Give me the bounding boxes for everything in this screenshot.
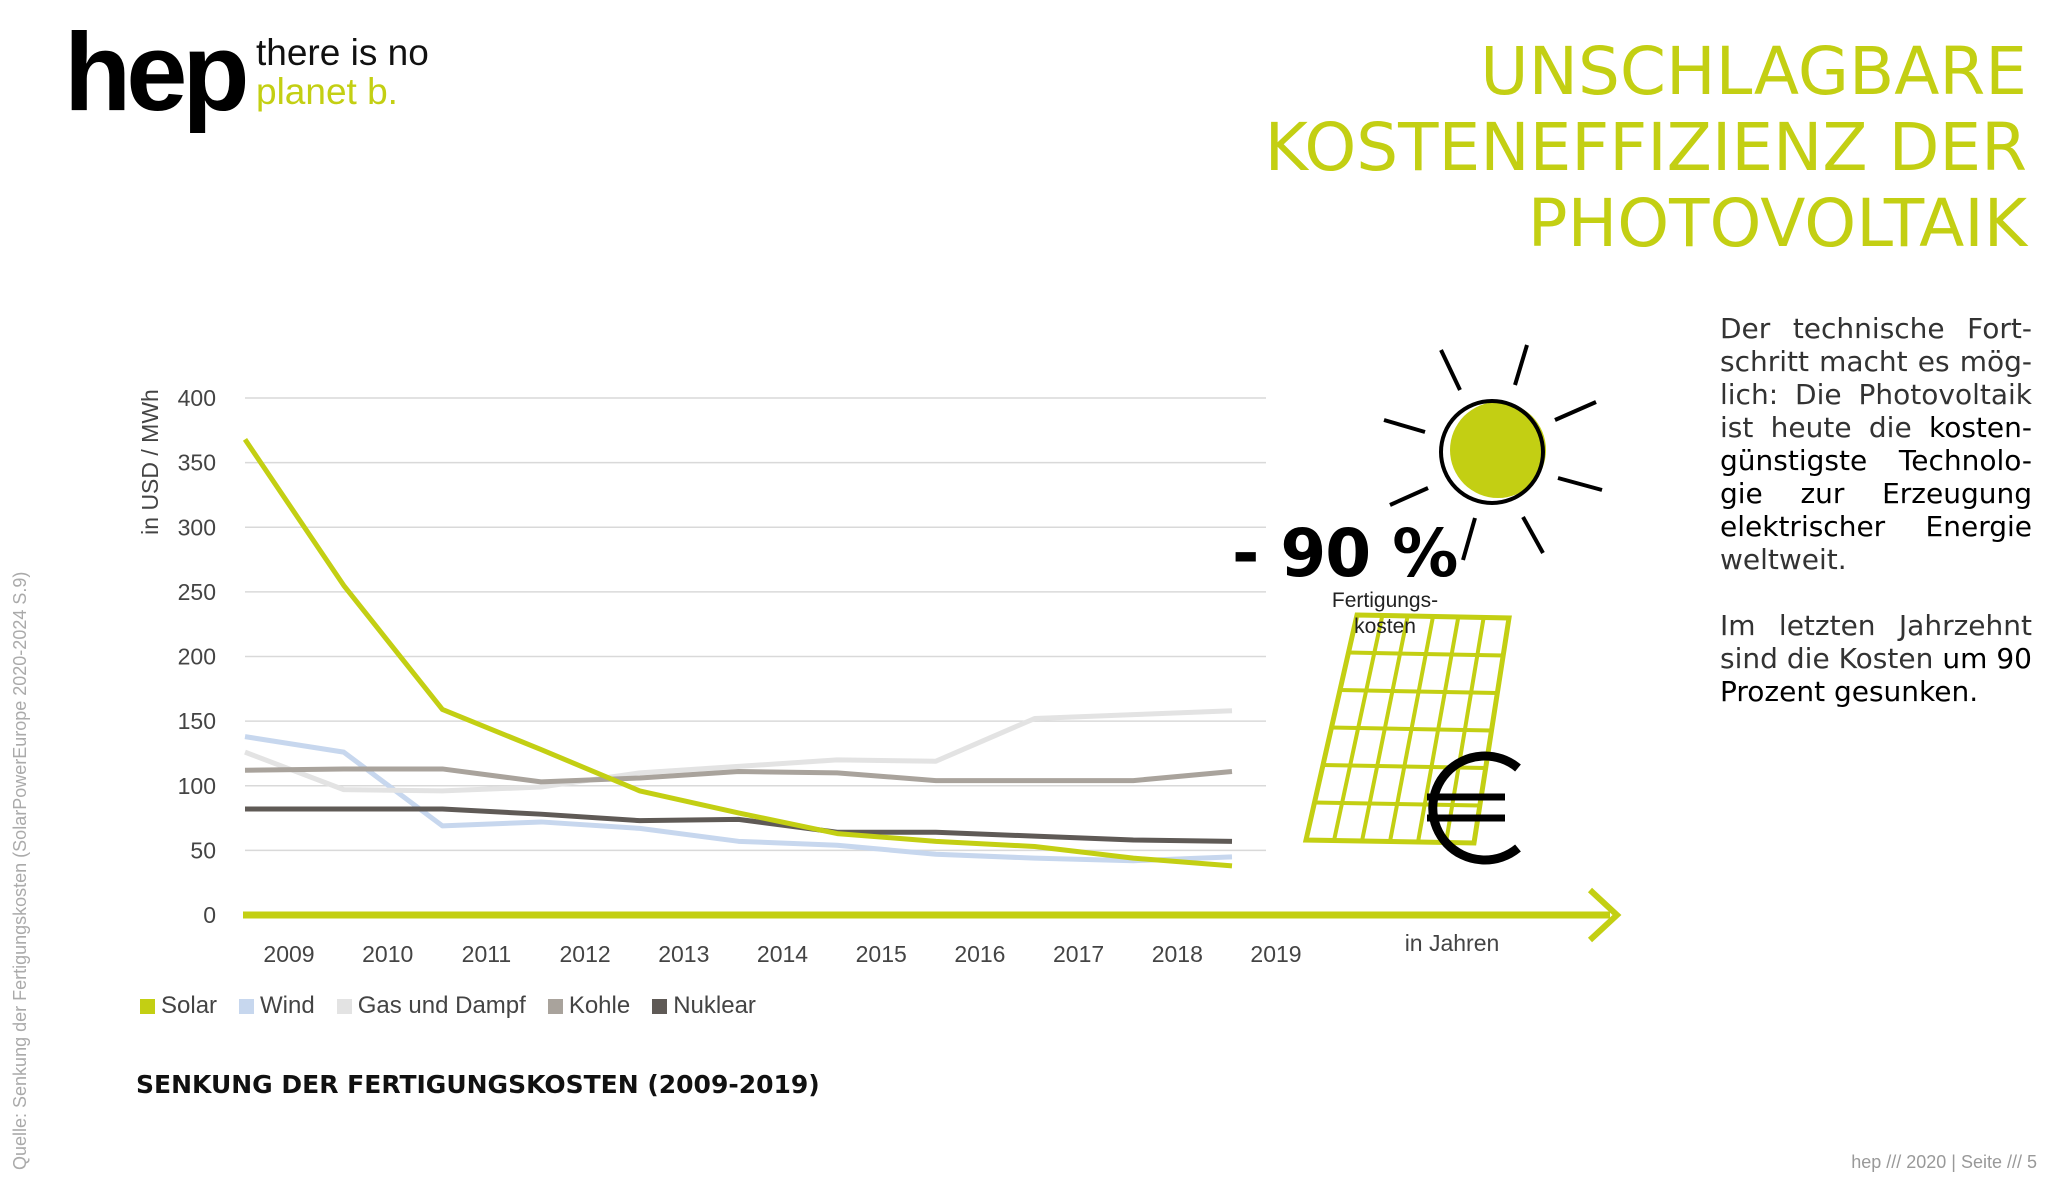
reduction-caption-line-1: Fertigungs- <box>1331 589 1439 612</box>
body-paragraph-2: Im letzten Jahrzehnt sind die Kosten um … <box>1720 609 2032 708</box>
chart-legend: Solar Wind Gas und Dampf Kohle Nuklear <box>140 992 756 1020</box>
body-paragraph-1: Der technische Fort-schritt macht es mög… <box>1720 312 2032 576</box>
y-tick-label: 400 <box>178 385 216 411</box>
solar-panel-icon <box>1302 612 1512 846</box>
legend-swatch <box>547 998 563 1014</box>
page-footer: hep /// 2020 | Seite /// 5 <box>1851 1152 2037 1172</box>
tagline-line-1: there is no <box>256 32 429 73</box>
y-tick-label: 100 <box>178 773 216 799</box>
series-line-solar <box>242 437 1233 869</box>
euro-icon <box>1427 751 1521 865</box>
x-tick-label: 2019 <box>1250 941 1301 967</box>
legend-label: Nuklear <box>673 992 756 1019</box>
x-tick-label: 2011 <box>462 941 511 967</box>
x-tick-label: 2016 <box>954 941 1005 967</box>
y-tick-label: 200 <box>178 644 216 670</box>
legend-label: Kohle <box>568 992 631 1019</box>
x-tick-label: 2015 <box>856 941 907 967</box>
reduction-caption: Fertigungs- kosten <box>1300 588 1470 640</box>
legend-swatch <box>336 998 352 1014</box>
body-p1-emphasis: kosten-günstigste Technolo-gie zur Erzeu… <box>1720 411 2032 543</box>
body-p2-emphasis: um 90 Prozent gesunken. <box>1720 642 2032 708</box>
body-p2-text: Im letzten Jahrzehnt sind die Kosten <box>1720 609 2032 675</box>
x-tick-label: 2014 <box>757 941 808 967</box>
legend-item: Solar <box>140 992 217 1020</box>
legend-item: Wind <box>239 992 315 1020</box>
x-axis-label: in Jahren <box>1405 930 1500 956</box>
body-p1-text-2: weltweit. <box>1720 543 1847 576</box>
legend-swatch <box>140 998 155 1014</box>
legend-label: Solar <box>161 992 218 1019</box>
x-axis-arrow <box>243 887 1622 943</box>
y-tick-label: 350 <box>178 450 216 476</box>
y-tick-label: 0 <box>203 902 216 928</box>
chart-title: SENKUNG DER FERTIGUNGSKOSTEN (2009-2019) <box>136 1070 820 1099</box>
logo-hep: hep <box>64 11 250 134</box>
tagline-line-2: planet b. <box>256 70 398 112</box>
series-line-nuklear <box>245 806 1233 844</box>
x-tick-label: 2009 <box>263 941 314 967</box>
series-line-wind <box>244 734 1233 864</box>
headline-line-1: UNSCHLAGBARE <box>1480 33 2027 110</box>
x-axis-ticks: 2009 2010 2011 2012 2013 2014 2015 2016 2017 2018… <box>263 941 1301 967</box>
legend-item: Nuklear <box>652 992 756 1020</box>
y-tick-label: 300 <box>178 514 216 540</box>
legend-swatch <box>239 998 255 1014</box>
headline-line-3: PHOTOVOLTAIK <box>1527 185 2027 262</box>
y-tick-label: 50 <box>190 837 216 863</box>
y-tick-label: 150 <box>178 708 216 734</box>
legend-item: Gas und Dampf <box>336 992 526 1020</box>
x-tick-label: 2012 <box>560 941 611 967</box>
legend-swatch <box>652 998 668 1014</box>
y-axis-label: in USD / MWh <box>137 389 163 535</box>
reduction-percentage: - 90 % <box>1232 515 1458 592</box>
x-tick-label: 2013 <box>658 941 709 967</box>
sun-icon <box>1383 344 1603 561</box>
series-line-gas-und-dampf <box>244 708 1233 794</box>
x-tick-label: 2017 <box>1053 941 1104 967</box>
reduction-caption-line-2: kosten <box>1354 615 1416 638</box>
x-tick-label: 2010 <box>362 941 413 967</box>
legend-item: Kohle <box>547 992 631 1020</box>
body-p1-text-1: Der technische Fort-schritt macht es mög… <box>1720 312 2032 444</box>
body-text: Der technische Fort-schritt macht es mög… <box>1720 312 2032 741</box>
series-line-kohle <box>244 766 1233 785</box>
y-tick-label: 250 <box>178 579 216 605</box>
chart-series <box>242 437 1233 869</box>
headline-line-2: KOSTENEFFIZIENZ DER <box>1264 109 2027 186</box>
chart-grid <box>245 397 1266 852</box>
tagline: there is no planet b. <box>256 32 429 112</box>
legend-label: Gas und Dampf <box>357 992 526 1019</box>
x-tick-label: 2018 <box>1152 941 1203 967</box>
y-axis-ticks: 0 50 100 150 200 250 300 350 400 <box>178 385 216 928</box>
legend-label: Wind <box>260 992 315 1019</box>
page-headline: UNSCHLAGBARE KOSTENEFFIZIENZ DER PHOTOVO… <box>1265 34 2027 262</box>
